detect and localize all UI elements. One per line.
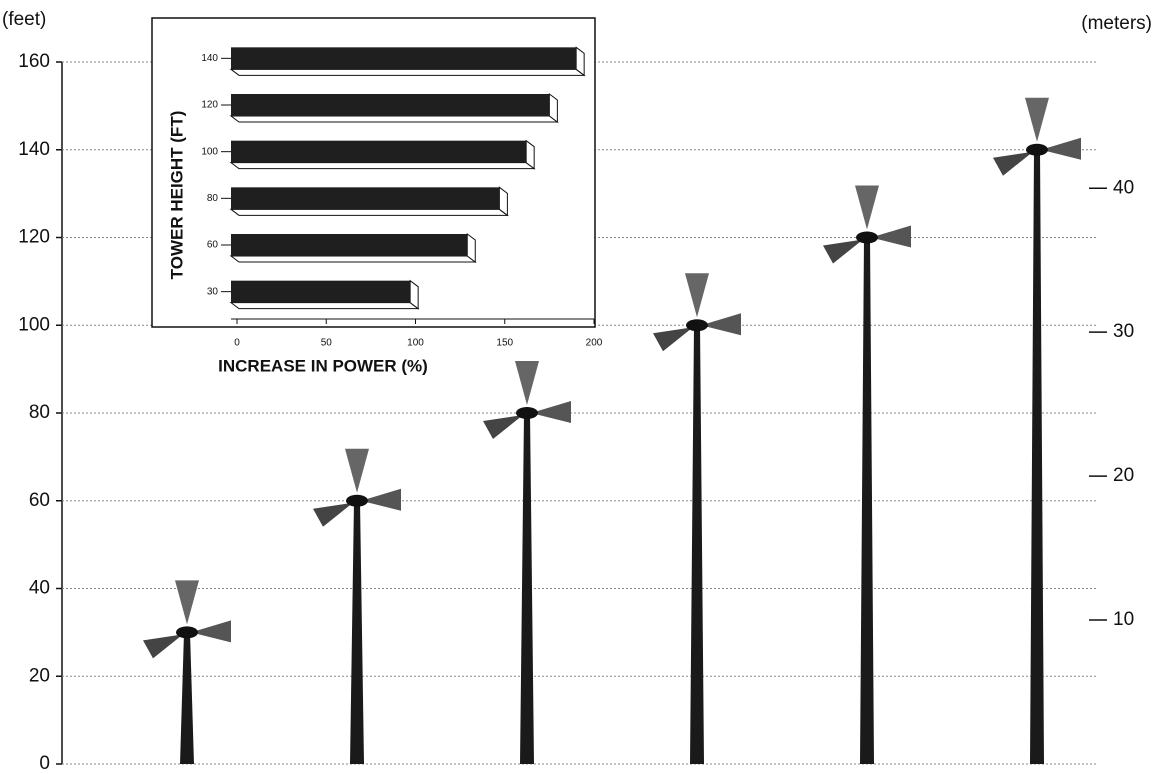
bar-side xyxy=(229,68,586,76)
bar-side xyxy=(229,302,420,310)
bar xyxy=(231,94,550,116)
bar xyxy=(231,140,527,163)
blade xyxy=(1025,97,1049,142)
blade xyxy=(361,488,401,511)
blade xyxy=(313,502,353,527)
tower xyxy=(350,500,364,764)
y-tick-label: 120 xyxy=(18,227,50,248)
y-tick-label: 80 xyxy=(29,402,50,423)
y2-tick-label: 10 xyxy=(1113,609,1134,630)
blade xyxy=(701,313,741,336)
y-tick-label: 60 xyxy=(29,490,50,511)
inset-x-label: INCREASE IN POWER (%) xyxy=(218,356,428,375)
bar xyxy=(231,234,468,256)
y-tick-label: 20 xyxy=(29,665,50,686)
blade xyxy=(1041,137,1081,160)
x-tick-label: 100 xyxy=(407,338,424,349)
inset-y-label: TOWER HEIGHT (FT) xyxy=(167,111,186,280)
blade xyxy=(823,239,863,264)
blade xyxy=(993,151,1033,176)
rotor xyxy=(823,185,911,264)
bar-side xyxy=(229,208,509,216)
y-tick-label: 100 xyxy=(201,146,218,157)
hub xyxy=(856,231,878,244)
bar-side xyxy=(229,162,536,170)
hub xyxy=(516,407,538,419)
y2-axis-label: (meters) xyxy=(1081,13,1152,34)
rotor xyxy=(653,273,741,352)
y-tick-label: 140 xyxy=(18,139,50,160)
tower xyxy=(860,237,874,764)
tower xyxy=(1030,149,1044,764)
tower xyxy=(520,413,534,764)
y-tick-label: 40 xyxy=(29,578,50,599)
y-tick-label: 30 xyxy=(207,286,219,297)
bar xyxy=(231,47,577,70)
hub xyxy=(176,626,198,639)
x-tick-label: 0 xyxy=(234,338,240,349)
hub xyxy=(1026,143,1048,156)
blade xyxy=(345,448,369,493)
bar-side xyxy=(229,115,559,123)
rotor xyxy=(993,97,1081,176)
x-tick-label: 200 xyxy=(586,338,603,349)
hub xyxy=(686,319,708,332)
bar xyxy=(231,187,500,210)
y-tick-label: 80 xyxy=(207,193,219,204)
blade xyxy=(685,273,709,318)
y2-tick-label: 30 xyxy=(1113,321,1134,342)
bar-side xyxy=(229,255,477,263)
blade xyxy=(143,634,183,659)
y2-tick-label: 20 xyxy=(1113,465,1134,486)
blade xyxy=(191,620,231,643)
tower xyxy=(180,632,194,764)
x-tick-label: 50 xyxy=(321,338,333,349)
y-axis-label: (feet) xyxy=(2,9,46,30)
blade xyxy=(175,580,199,625)
rotor xyxy=(313,448,401,527)
inset-chart: TOWER HEIGHT (FT) INCREASE IN POWER (%) … xyxy=(151,17,603,375)
rotor xyxy=(143,580,231,659)
rotor xyxy=(483,361,571,439)
blade xyxy=(653,327,693,352)
bar xyxy=(231,280,411,303)
x-tick-label: 150 xyxy=(496,338,513,349)
tower xyxy=(690,325,704,764)
y2-tick-label: 40 xyxy=(1113,177,1134,198)
blade xyxy=(531,401,571,423)
y-tick-label: 0 xyxy=(39,753,50,774)
blade xyxy=(483,415,523,439)
y-tick-label: 100 xyxy=(18,314,50,335)
y-tick-label: 60 xyxy=(207,240,219,251)
y-tick-label: 120 xyxy=(201,100,218,111)
blade xyxy=(855,185,879,230)
y-tick-label: 160 xyxy=(18,51,50,72)
blade xyxy=(515,361,539,405)
hub xyxy=(346,494,368,507)
blade xyxy=(871,225,911,248)
y-tick-label: 140 xyxy=(201,53,218,64)
